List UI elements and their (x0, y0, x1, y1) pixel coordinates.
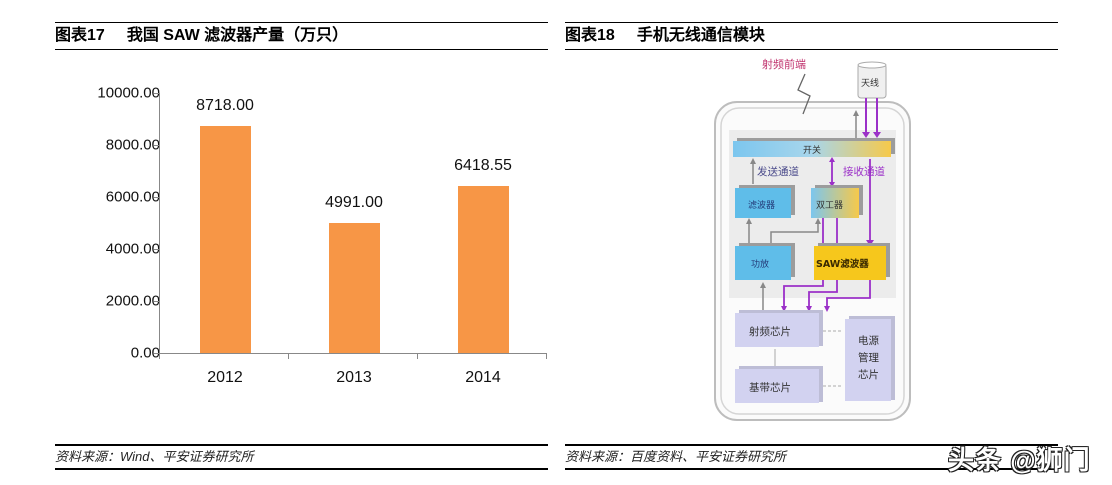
antenna-label: 天线 (861, 77, 879, 89)
y-tick-label: 2000.00 (105, 292, 160, 310)
rx-path-label: 接收通道 (843, 165, 885, 178)
switch-label: 开关 (803, 144, 821, 156)
y-tick-label: 6000.00 (105, 188, 160, 206)
bar-2014 (458, 186, 509, 353)
x-tick-label: 2012 (207, 369, 243, 386)
x-tick (417, 353, 418, 359)
figure-title-text: 手机无线通信模块 (636, 27, 765, 44)
y-tick (154, 93, 159, 94)
figure-title-text: 我国 SAW 滤波器产量（万只） (126, 27, 349, 44)
baseband-chip-label: 基带芯片 (749, 381, 791, 394)
y-tick-label: 8000.00 (105, 136, 160, 154)
watermark: 头条 @狮门 (948, 445, 1091, 475)
figure-number: 图表17 (55, 27, 105, 44)
x-tick (159, 353, 160, 359)
rf-chip-label: 射频芯片 (749, 325, 791, 338)
figure-17-title: 图表17 我国 SAW 滤波器产量（万只） (55, 22, 548, 50)
y-tick-label: 10000.00 (97, 84, 160, 102)
bar-value-label: 6418.55 (454, 157, 512, 174)
y-axis (159, 93, 160, 353)
x-tick-label: 2013 (336, 369, 372, 386)
y-tick (154, 249, 159, 250)
x-axis (159, 353, 547, 354)
pmic-label-line2: 管理 (858, 351, 879, 364)
x-tick (546, 353, 547, 359)
figure-18-source: 资料来源：百度资料、平安证券研究所 (565, 444, 1058, 470)
bar-value-label: 4991.00 (325, 194, 383, 211)
y-tick (154, 145, 159, 146)
bar-chart: 10000.00 8000.00 6000.00 4000.00 2000.00… (55, 60, 548, 400)
wireless-module-diagram: 射频前端 天线 开关 发送通道 接收通道 滤波器 双工器 (714, 57, 911, 421)
y-tick (154, 197, 159, 198)
y-tick-label: 0.00 (130, 344, 160, 362)
x-tick-label: 2014 (465, 369, 501, 386)
pmic-label-line3: 芯片 (858, 368, 879, 381)
y-tick (154, 301, 159, 302)
figure-17-source: 资料来源：Wind、平安证券研究所 (55, 444, 548, 470)
bar-value-label: 8718.00 (196, 97, 254, 114)
duplexer-label: 双工器 (816, 200, 843, 211)
x-tick (288, 353, 289, 359)
pa-label: 功放 (751, 258, 769, 270)
bar-2012 (200, 126, 251, 353)
pmic-label-line1: 电源 (858, 334, 879, 347)
rf-frontend-label: 射频前端 (762, 57, 806, 71)
tx-path-label: 发送通道 (757, 165, 799, 178)
bar-2013 (329, 223, 380, 353)
figure-18-title: 图表18 手机无线通信模块 (565, 22, 1058, 50)
saw-filter-label: SAW滤波器 (816, 258, 869, 270)
figure-number: 图表18 (565, 27, 615, 44)
y-tick (154, 353, 159, 354)
y-tick-label: 4000.00 (105, 240, 160, 258)
filter-label: 滤波器 (748, 199, 775, 211)
